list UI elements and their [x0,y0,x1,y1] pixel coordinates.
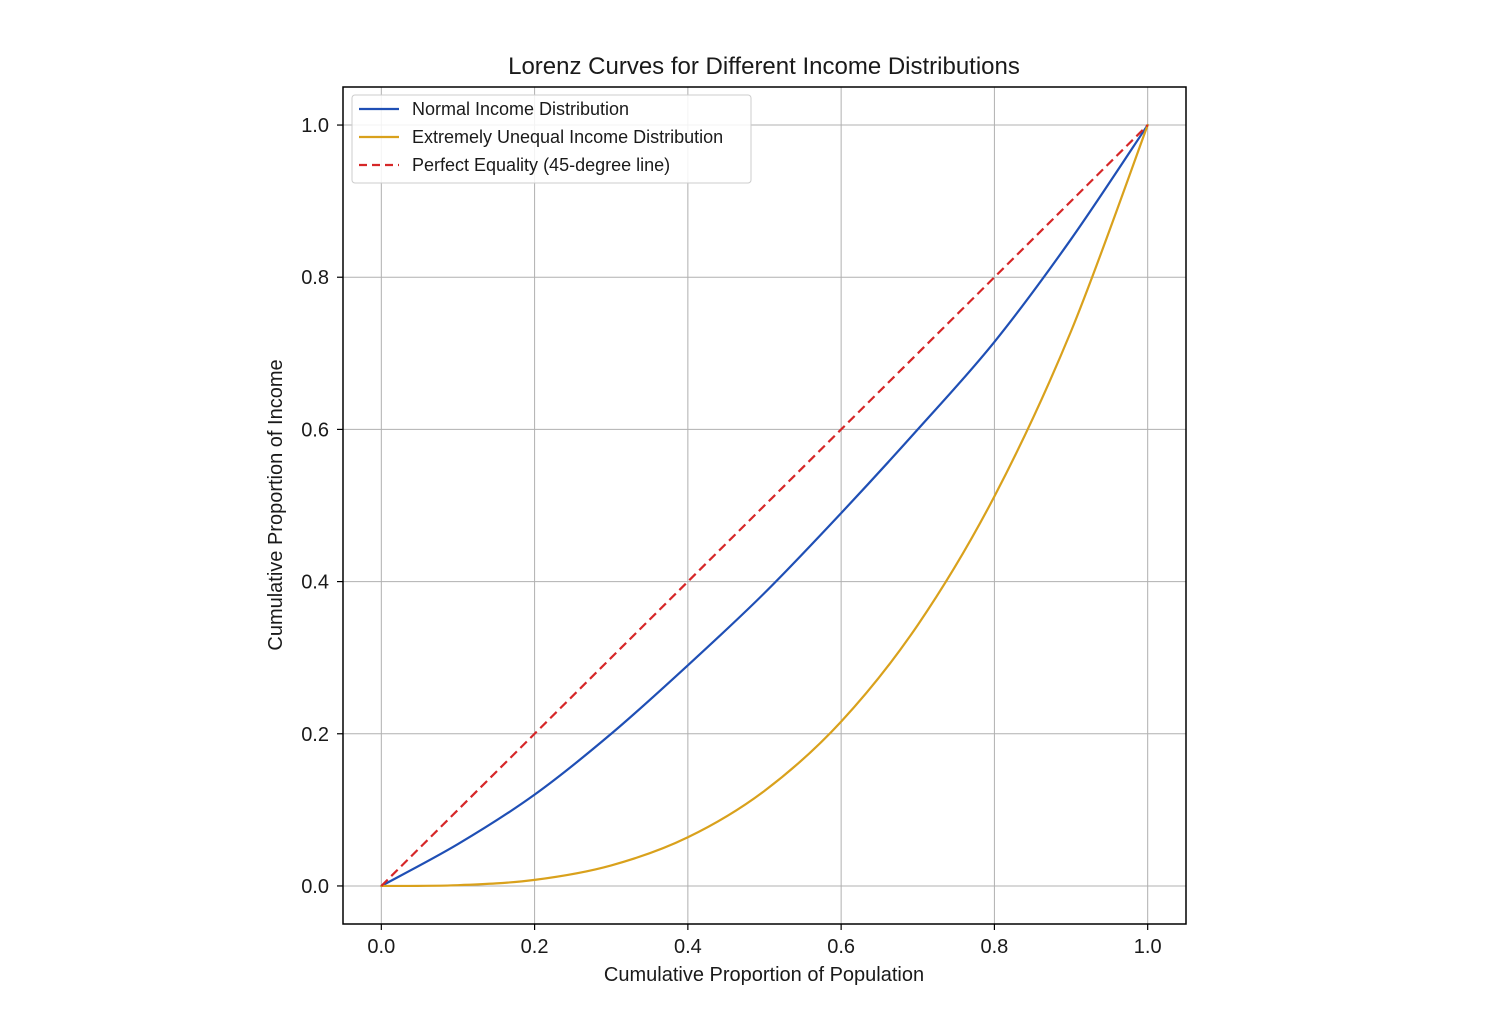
y-tick-label: 0.8 [301,267,329,289]
plot-frame [342,86,1187,925]
legend-label: Normal Income Distribution [412,99,629,119]
x-tick-label: 0.2 [521,936,549,958]
y-tick-label: 0.0 [301,876,329,898]
legend: Normal Income Distribution Extremely Uneq… [351,94,752,184]
legend-label: Perfect Equality (45-degree line) [412,155,670,175]
legend-label: Extremely Unequal Income Distribution [412,127,723,147]
x-axis-label: Cumulative Proportion of Population [604,964,924,986]
y-tick-label: 0.4 [301,572,329,594]
legend-items: Normal Income Distribution Extremely Uneq… [359,99,723,175]
y-axis-label: Cumulative Proportion of Income [265,359,287,650]
chart-title: Lorenz Curves for Different Income Distr… [508,53,1020,80]
legend-box [351,94,752,184]
y-tick-label: 1.0 [301,115,329,137]
y-tick-label: 0.6 [301,419,329,441]
series-lines [380,123,1149,888]
series-line-normal-income-distribution [380,123,1149,888]
y-tick-label: 0.2 [301,724,329,746]
series-line-extremely-unequal-income-distribution [380,123,1149,888]
series-line-perfect-equality-45-degree-line [380,124,1149,887]
x-tick-label: 0.4 [674,936,702,958]
x-tick-label: 1.0 [1134,936,1162,958]
x-tick-label: 0.6 [827,936,855,958]
x-tick-label: 0.8 [981,936,1009,958]
x-tick-label: 0.0 [367,936,395,958]
axis-ticks: 0.0 0.2 0.4 0.6 0.8 1.0 0.0 0.2 0.4 0.6 0.8 1.0 [301,115,1161,958]
